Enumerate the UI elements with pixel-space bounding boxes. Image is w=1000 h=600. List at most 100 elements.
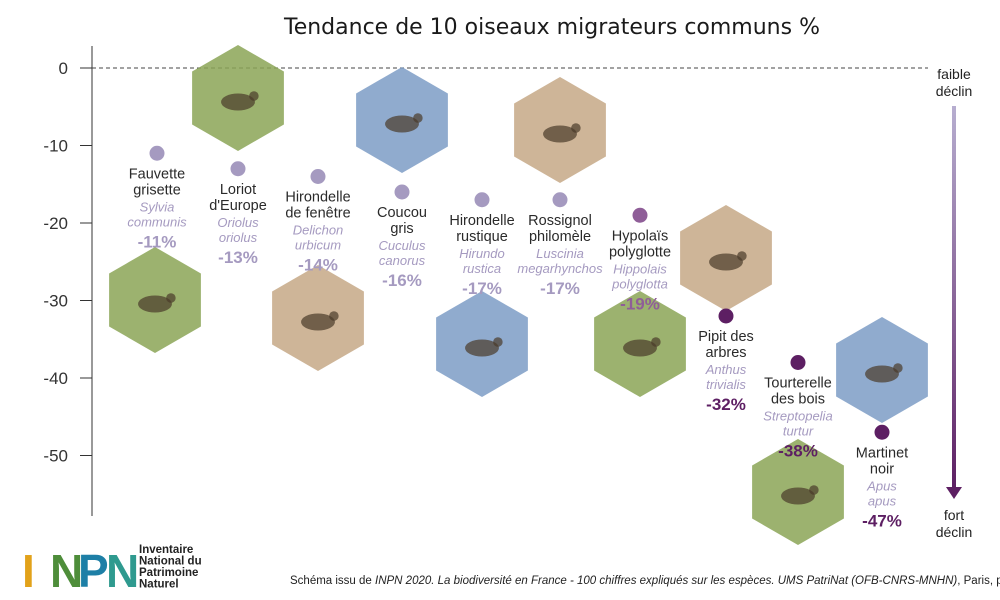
data-point-marker [394,184,410,200]
trend-value-label: -13% [218,248,258,267]
data-point-marker [474,192,490,208]
species-latin-name: canorus [379,253,426,268]
data-point-marker [149,145,165,161]
chart-title: Tendance de 10 oiseaux migrateurs commun… [283,15,820,40]
faible-declin-label: déclin [936,83,973,99]
source-reference: INPN 2020. La biodiversité en France - 1… [375,575,958,587]
bird-body-shape [781,487,815,505]
pipit-photo [680,205,772,311]
species-latin-name: Sylvia [140,199,175,214]
fort-declin-label: fort [944,507,964,523]
species-common-name: philomèle [529,229,591,245]
species-common-name: rustique [456,229,508,245]
species-common-name: de fenêtre [285,206,350,222]
bird-body-shape [623,339,657,357]
martinet-photo [836,317,928,423]
data-point-marker [230,161,246,177]
species-latin-name: polyglotta [611,276,668,291]
photo-hexagons [109,45,928,545]
species-common-name: Coucou [377,205,427,221]
species-common-name: Tourterelle [764,376,832,392]
species-common-name: d'Europe [209,198,267,214]
trend-value-label: -17% [540,279,580,298]
species-latin-name: trivialis [706,377,746,392]
coucou-photo [356,67,448,173]
trend-value-label: -16% [382,271,422,290]
species-latin-name: Luscinia [536,246,584,261]
bird-head-shape [809,485,819,495]
species-latin-name: turtur [783,424,814,439]
species-common-name: gris [390,221,413,237]
logo-caption-line: National du [139,556,202,568]
bird-head-shape [893,363,903,373]
bird-body-shape [709,253,743,271]
data-point-marker [310,169,326,184]
logo-caption-line: Inventaire [139,544,193,556]
species-common-name: polyglotte [609,244,671,260]
species-latin-name: Oriolus [217,215,259,230]
hirondelle-fenetre-photo [272,265,364,371]
y-tick-label: -10 [43,137,68,156]
y-tick-label: -30 [43,292,68,311]
y-tick-label: -20 [43,214,68,233]
species-common-name: Pipit des [698,329,754,345]
trend-value-label: -17% [462,279,502,298]
decline-arrow-head [946,487,962,499]
species-common-name: Hirondelle [285,190,350,206]
trend-value-label: -19% [620,294,660,313]
species-latin-name: Hippolais [613,261,667,276]
bird-body-shape [301,313,335,331]
species-latin-name: oriolus [219,230,258,245]
data-point-marker [552,192,568,208]
trend-value-label: -32% [706,395,746,414]
species-common-name: des bois [771,392,825,408]
species-latin-name: rustica [463,261,501,276]
y-tick-group: 0 -10 -20 -30 -40 -50 [43,59,92,466]
bird-head-shape [329,311,339,321]
bird-head-shape [166,293,176,303]
decline-arrow-shaft [952,106,956,490]
logo-caption-line: Patrimoine [139,567,198,579]
data-point-marker [632,207,648,223]
rossignol-photo [514,77,606,183]
fauvette-photo [109,247,201,353]
data-point-marker [718,308,734,324]
species-latin-name: urbicum [295,238,341,253]
species-latin-name: Apus [866,478,897,493]
source-caption: Schéma issu de INPN 2020. La biodiversit… [290,575,1000,587]
bird-head-shape [249,91,259,101]
bird-body-shape [385,115,419,133]
y-tick-label: -50 [43,447,68,466]
faible-declin-label: faible [937,66,971,82]
trend-value-label: -11% [138,232,177,251]
y-tick-label: 0 [59,59,68,78]
fort-declin-label: déclin [936,524,973,540]
data-point-marker [790,355,806,370]
species-common-name: noir [870,461,894,477]
logo-letter: I [22,545,35,597]
species-common-name: Fauvette [129,166,185,182]
species-latin-name: Cuculus [379,238,426,253]
species-common-name: Hypolaïs [612,228,668,244]
data-point-marker [874,424,890,440]
species-common-name: arbres [705,345,746,361]
y-tick-label: -40 [43,369,68,388]
logo-letter: N [50,545,83,597]
bird-body-shape [465,339,499,357]
species-latin-name: Hirundo [459,246,505,261]
source-suffix: , Paris, page 26 [957,575,1000,587]
trend-value-label: -14% [298,256,338,275]
logo-caption-line: Naturel [139,579,179,591]
bird-head-shape [493,337,503,347]
